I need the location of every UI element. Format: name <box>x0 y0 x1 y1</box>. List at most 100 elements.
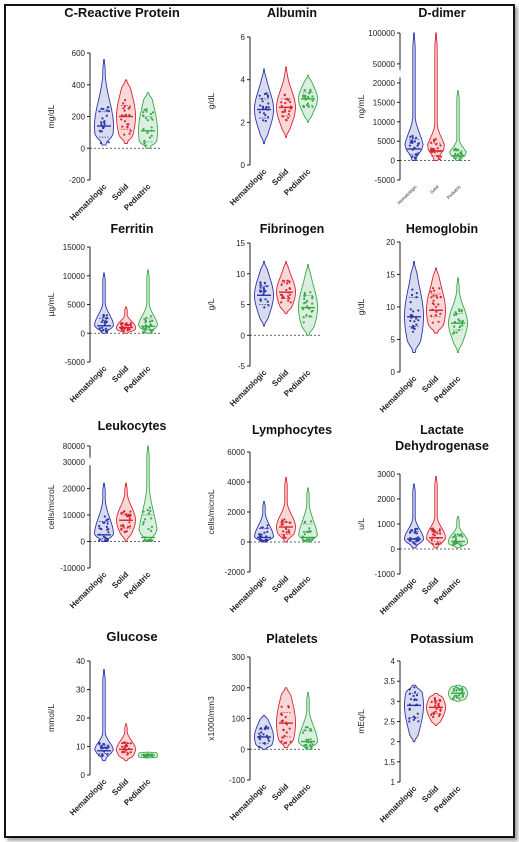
violin-pediatric <box>298 691 318 750</box>
data-point <box>123 746 126 749</box>
violin-pediatric <box>138 269 158 334</box>
data-point <box>145 110 148 113</box>
data-point <box>408 538 411 542</box>
data-point <box>103 521 106 524</box>
data-point <box>123 133 126 136</box>
data-point <box>452 536 455 539</box>
data-point <box>456 533 459 536</box>
data-point <box>98 110 101 113</box>
data-point <box>267 102 270 105</box>
y-tick-label: 20 <box>76 714 85 723</box>
data-point <box>433 138 436 141</box>
data-point <box>413 531 416 534</box>
data-point <box>144 536 147 539</box>
data-point <box>100 330 103 333</box>
y-tick-label: 10000 <box>373 118 396 127</box>
data-point <box>107 528 110 531</box>
y-tick-label: 0 <box>391 368 396 377</box>
y-tick-label: 100000 <box>368 29 395 38</box>
data-point <box>430 150 433 153</box>
data-point <box>121 125 124 128</box>
data-point <box>285 520 288 523</box>
data-point <box>122 102 125 105</box>
y-tick-label: 30 <box>76 686 85 695</box>
data-point <box>289 301 292 304</box>
y-tick-label: -100 <box>229 776 246 785</box>
data-point <box>308 530 311 533</box>
y-tick-label: 15000 <box>373 98 396 107</box>
data-point <box>289 293 292 296</box>
data-point <box>151 539 154 542</box>
data-point <box>437 705 440 708</box>
data-point <box>267 726 270 730</box>
data-point <box>263 531 266 534</box>
data-point <box>149 112 152 116</box>
data-point <box>302 321 305 324</box>
data-point <box>412 325 415 329</box>
y-tick-label: 20000 <box>373 79 396 88</box>
data-point <box>284 102 287 105</box>
y-tick-label: -200 <box>69 176 86 185</box>
data-point <box>408 707 411 710</box>
violin-hematologic <box>404 261 424 353</box>
data-point <box>303 729 306 732</box>
y-tick-label: 1 <box>391 778 396 787</box>
data-point <box>285 723 288 726</box>
data-point <box>303 293 306 296</box>
data-point <box>262 733 265 736</box>
axis-break <box>397 69 403 78</box>
data-point <box>461 695 464 698</box>
data-point <box>100 320 103 324</box>
data-point <box>265 539 268 543</box>
data-point <box>458 540 461 543</box>
data-point <box>414 716 417 720</box>
data-point <box>304 94 307 97</box>
data-point <box>120 527 123 531</box>
data-point <box>126 329 129 332</box>
data-point <box>287 113 290 116</box>
data-point <box>126 753 129 756</box>
y-tick-label: -10000 <box>60 564 85 573</box>
data-point <box>104 327 107 330</box>
data-point <box>287 706 290 709</box>
data-point <box>457 153 460 156</box>
data-point <box>124 114 127 117</box>
data-point <box>305 300 309 303</box>
data-point <box>413 537 416 541</box>
data-point <box>121 741 124 745</box>
data-point <box>305 314 308 317</box>
data-point <box>107 518 110 521</box>
data-point <box>430 713 433 717</box>
data-point <box>129 510 132 513</box>
y-axis-label: cells/microL <box>46 484 56 529</box>
data-point <box>412 718 415 722</box>
y-tick-label: 100 <box>232 715 246 724</box>
data-point <box>151 329 154 332</box>
data-point <box>452 332 455 335</box>
data-point <box>458 533 461 537</box>
data-point <box>430 296 433 299</box>
data-point <box>288 110 291 113</box>
data-point <box>261 100 264 103</box>
data-point <box>147 527 150 531</box>
y-tick-label: 15000 <box>63 243 86 252</box>
violin-pediatric <box>448 516 468 549</box>
data-point <box>98 742 101 745</box>
data-point <box>124 741 127 744</box>
data-point <box>307 539 310 542</box>
data-point <box>281 111 284 114</box>
data-point <box>454 533 457 536</box>
data-point <box>285 741 288 744</box>
axis-break <box>87 457 93 466</box>
data-point <box>104 536 107 539</box>
data-point <box>289 105 292 108</box>
data-point <box>129 525 132 528</box>
data-point <box>408 720 411 723</box>
y-axis-label: cells/microL <box>206 489 216 534</box>
data-point <box>259 298 262 301</box>
chart-title: Ferritin <box>110 222 153 236</box>
chart-title: Lymphocytes <box>252 423 332 437</box>
data-point <box>125 322 128 325</box>
data-point <box>435 310 438 313</box>
data-point <box>437 320 440 323</box>
